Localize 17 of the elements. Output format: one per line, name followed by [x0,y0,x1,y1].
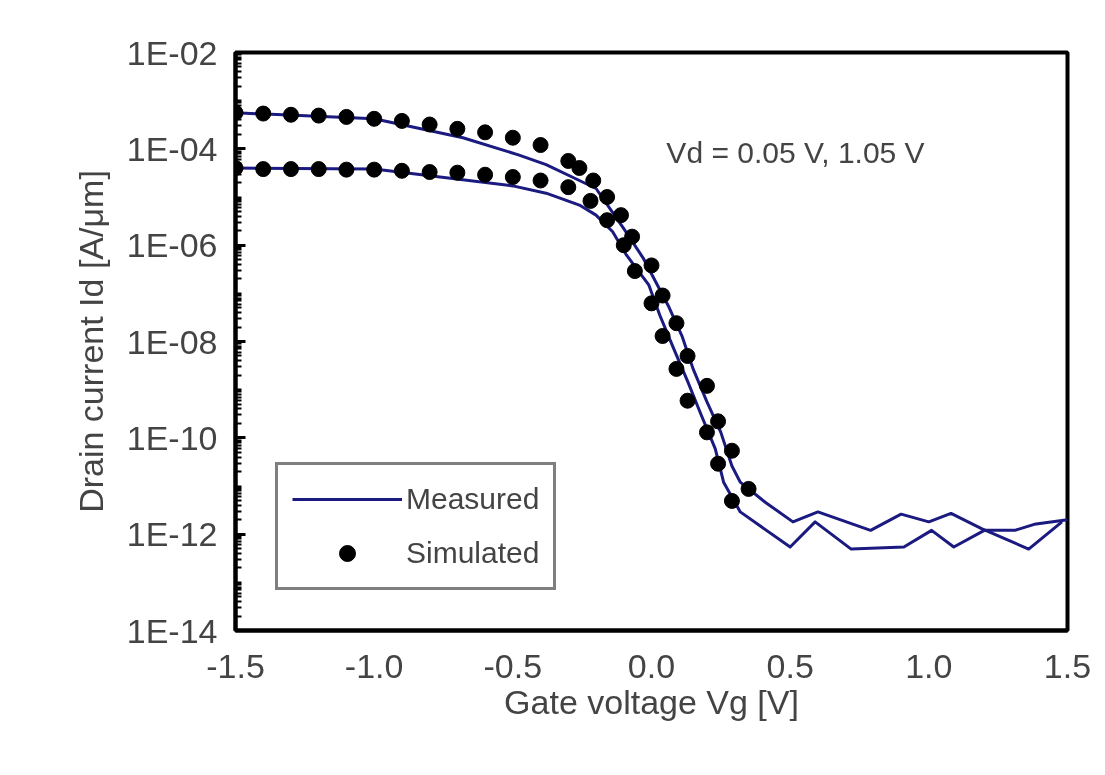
y-axis-title: Drain current Id [A/μm] [71,170,110,513]
x-tick-label: 0.5 [766,646,814,685]
x-tick-label: -1.0 [344,646,404,685]
annotation: Vd = 0.05 V, 1.05 V [666,136,925,169]
y-tick-label: 1E-10 [126,418,218,457]
y-tick-label: 1E-02 [126,33,218,72]
legend-label: Simulated [406,536,540,570]
x-axis-title: Gate voltage Vg [V] [504,682,799,721]
y-tick-label: 1E-06 [126,226,218,265]
x-tick-label: 1.0 [905,646,953,685]
y-tick-label: 1E-08 [126,322,218,361]
y-tick-label: 1E-12 [126,515,218,554]
legend-label: Measured [406,482,540,516]
x-tick-label: 0.0 [627,646,676,685]
x-tick-label: -0.5 [483,646,543,685]
y-tick-label: 1E-04 [126,129,218,168]
x-tick-label: 1.5 [1043,646,1092,685]
